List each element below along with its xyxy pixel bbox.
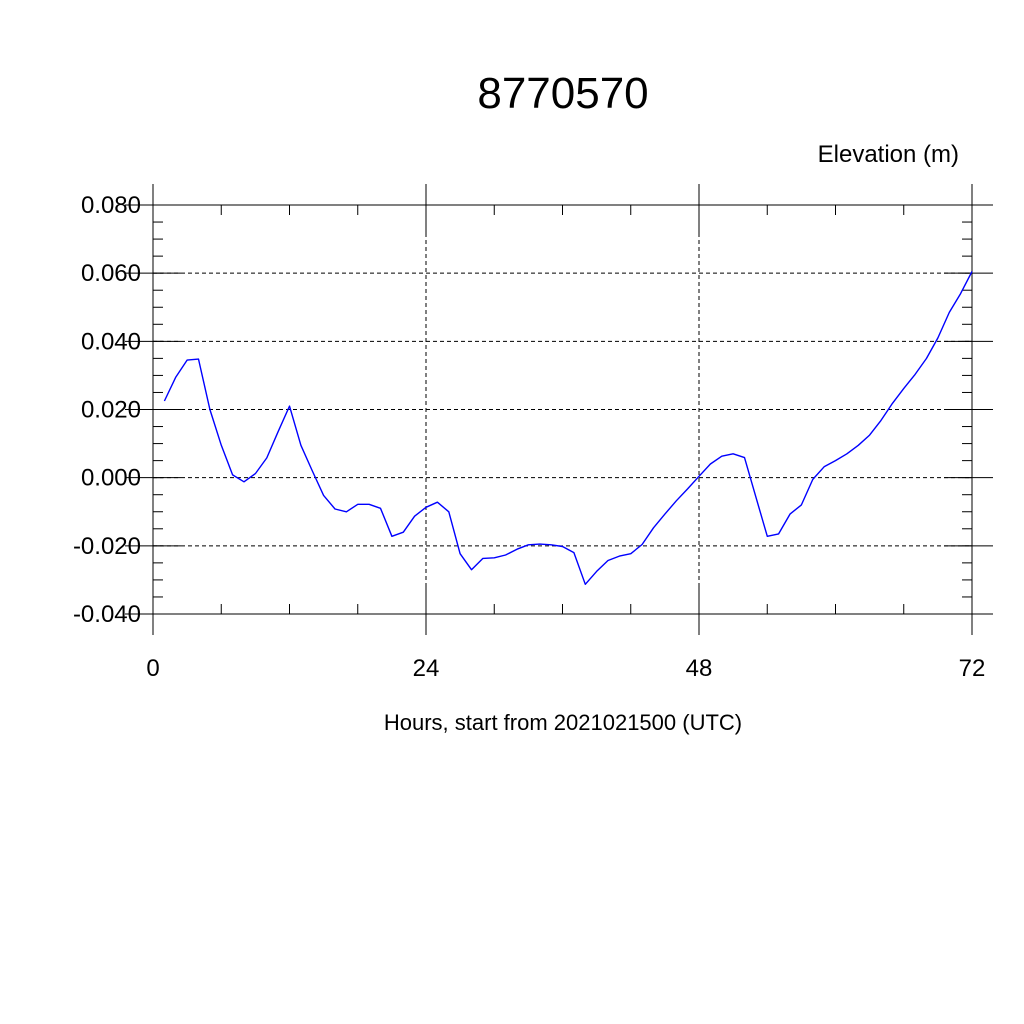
x-tick-label: 0 <box>146 655 159 682</box>
x-axis-label: Hours, start from 2021021500 (UTC) <box>384 710 742 735</box>
x-tick-label: 72 <box>959 655 986 682</box>
y-tick-label: -0.020 <box>73 533 141 560</box>
chart-title: 8770570 <box>477 69 648 118</box>
x-tick-label: 48 <box>686 655 713 682</box>
axes <box>125 184 993 635</box>
series-line <box>163 271 973 585</box>
y-tick-label: 0.040 <box>81 328 141 355</box>
series-layer <box>163 271 973 585</box>
y-tick-label: -0.040 <box>73 601 141 628</box>
y-tick-label: 0.060 <box>81 260 141 287</box>
y-tick-label: 0.000 <box>81 465 141 492</box>
tick-labels: -0.040 -0.020 0.000 0.020 0.040 0.060 0.080 0 24… <box>73 192 985 682</box>
y-axis-label: Elevation (m) <box>818 141 959 168</box>
x-tick-label: 24 <box>413 655 440 682</box>
y-tick-label: 0.080 <box>81 192 141 219</box>
grid <box>152 204 973 615</box>
y-tick-label: 0.020 <box>81 397 141 424</box>
